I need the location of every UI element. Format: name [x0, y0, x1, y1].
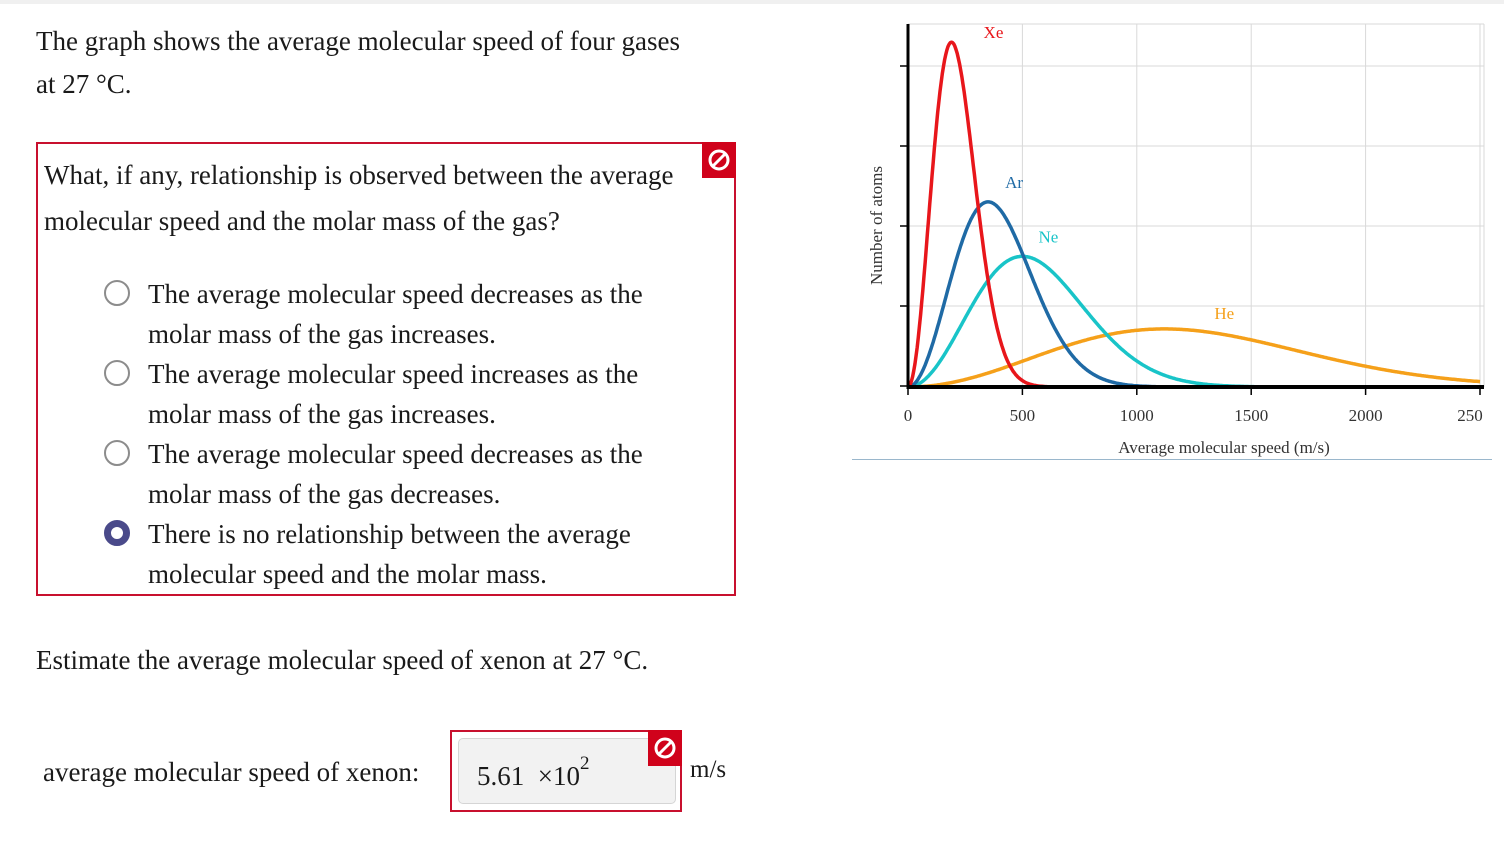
option-2-line-1: The average molecular speed increases as… [148, 359, 639, 389]
intro-line-1: The graph shows the average molecular sp… [36, 26, 681, 56]
option-2-line-2: molar mass of the gas increases. [148, 399, 496, 429]
option-3-line-2: molar mass of the gas decreases. [148, 479, 501, 509]
x-tick-label: 2000 [1349, 406, 1383, 425]
answer-times: ×10 [537, 761, 580, 791]
chart-axes [900, 24, 1484, 395]
chart-svg: 0 500 1000 1500 2000 250 Average molecular spe… [867, 23, 1485, 457]
chart-labels: 0 500 1000 1500 2000 250 Average molecular spe… [867, 23, 1483, 457]
curve-ne [907, 254, 1481, 389]
x-tick-label: 0 [904, 406, 913, 425]
question-1-panel: What, if any, relationship is observed b… [36, 142, 736, 596]
radio-button[interactable] [104, 280, 130, 306]
question-1-text: What, if any, relationship is observed b… [44, 160, 674, 236]
answer-label: average molecular speed of xenon: [43, 757, 420, 787]
series-label-xe: Xe [984, 23, 1004, 42]
series-label-ar: Ar [1005, 173, 1023, 192]
x-axis-title: Average molecular speed (m/s) [1118, 438, 1330, 457]
top-rule [0, 0, 1504, 4]
answer-mantissa: 5.61 [477, 761, 525, 791]
series-label-he: He [1214, 304, 1234, 323]
curve-ar [907, 200, 1481, 389]
chart-divider [852, 459, 1492, 460]
radio-button-selected[interactable] [104, 520, 130, 546]
answer-panel: 5.61 ×102 [450, 730, 682, 812]
question-2-text: Estimate the average molecular speed of … [36, 645, 649, 675]
option-4-line-2: molecular speed and the molar mass. [148, 559, 547, 589]
x-tick-label: 250 [1457, 406, 1483, 425]
curve-xe [907, 40, 1481, 389]
answer-exponent: 2 [579, 753, 590, 774]
answer-unit: m/s [690, 756, 727, 783]
intro-line-2: at 27 °C. [36, 69, 132, 99]
incorrect-icon [648, 730, 682, 766]
y-axis-title: Number of atoms [867, 166, 886, 285]
option-4-line-1: There is no relationship between the ave… [148, 519, 631, 549]
x-tick-label: 500 [1010, 406, 1036, 425]
speed-distribution-chart: 0 500 1000 1500 2000 250 Average molecular spe… [850, 12, 1500, 464]
option-1-line-2: molar mass of the gas increases. [148, 319, 496, 349]
option-3-line-1: The average molecular speed decreases as… [148, 439, 643, 469]
incorrect-icon [702, 142, 736, 178]
chart-curves [907, 40, 1481, 389]
radio-button[interactable] [104, 360, 130, 386]
x-tick-label: 1500 [1234, 406, 1268, 425]
intro-text: The graph shows the average molecular sp… [36, 20, 736, 106]
series-label-ne: Ne [1038, 227, 1058, 246]
answer-input[interactable]: 5.61 ×102 [458, 738, 676, 804]
radio-button[interactable] [104, 440, 130, 466]
curve-he [907, 327, 1481, 389]
option-1-line-1: The average molecular speed decreases as… [148, 279, 643, 309]
x-tick-label: 1000 [1120, 406, 1154, 425]
